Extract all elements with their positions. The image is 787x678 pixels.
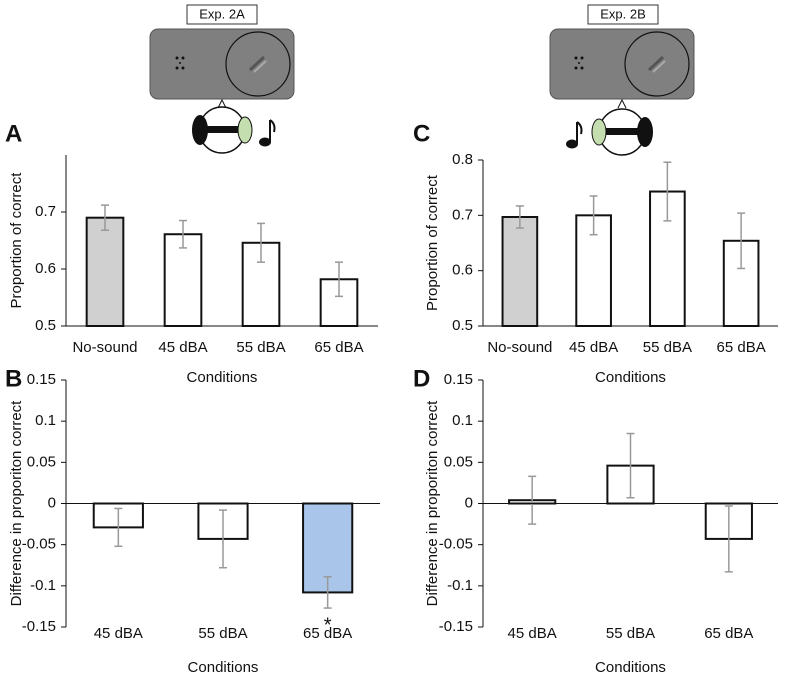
y-tick-label: 0.15 <box>444 371 473 388</box>
y-tick-label: 0 <box>465 494 473 511</box>
panel-label: A <box>5 120 22 147</box>
x-axis-label: Conditions <box>595 659 666 676</box>
y-tick-label: -0.15 <box>439 618 473 635</box>
y-tick-label: -0.1 <box>447 577 473 594</box>
experiment-label: Exp. 2A <box>199 6 245 21</box>
x-tick-label: 65 dBA <box>704 625 753 642</box>
x-tick-label: 65 dBA <box>717 339 766 356</box>
x-tick-label: No-sound <box>72 339 137 356</box>
y-tick-label: -0.05 <box>439 536 473 553</box>
x-tick-label: 45 dBA <box>508 625 557 642</box>
bar <box>163 233 203 327</box>
panel-label: C <box>413 120 430 147</box>
y-axis-label: Difference in proporiton correct <box>424 400 441 606</box>
x-tick-label: 65 dBA <box>303 625 352 642</box>
y-tick-label: 0 <box>48 494 56 511</box>
y-tick-label: 0.7 <box>35 203 56 220</box>
x-tick-label: 55 dBA <box>643 339 692 356</box>
x-tick-label: No-sound <box>487 339 552 356</box>
y-tick-label: -0.15 <box>22 618 56 635</box>
x-tick-label: 55 dBA <box>236 339 285 356</box>
y-tick-label: 0.1 <box>452 412 473 429</box>
x-tick-label: 45 dBA <box>94 625 143 642</box>
y-tick-label: -0.05 <box>22 536 56 553</box>
y-tick-label: -0.1 <box>30 577 56 594</box>
experiment-label: Exp. 2B <box>600 6 646 21</box>
x-tick-label: 55 dBA <box>606 625 655 642</box>
x-axis-label: Conditions <box>187 369 258 386</box>
panel-label: D <box>413 365 430 392</box>
y-tick-label: 0.05 <box>27 453 56 470</box>
x-tick-label: 55 dBA <box>198 625 247 642</box>
x-tick-label: 45 dBA <box>569 339 618 356</box>
bar <box>501 215 539 327</box>
x-tick-label: 65 dBA <box>314 339 363 356</box>
y-axis-label: Proportion of correct <box>424 174 441 311</box>
bar <box>85 216 125 327</box>
x-axis-label: Conditions <box>595 369 666 386</box>
y-axis-label: Difference in proporiton correct <box>8 400 25 606</box>
y-tick-label: 0.1 <box>35 412 56 429</box>
illustration-2a <box>149 4 295 154</box>
panel-label: B <box>5 365 22 392</box>
y-tick-label: 0.5 <box>452 317 473 334</box>
y-tick-label: 0.6 <box>35 260 56 277</box>
y-tick-label: 0.8 <box>452 151 473 168</box>
y-tick-label: 0.05 <box>444 453 473 470</box>
x-tick-label: 45 dBA <box>158 339 207 356</box>
y-axis-label: Proportion of correct <box>8 172 25 309</box>
y-tick-label: 0.15 <box>27 371 56 388</box>
y-tick-label: 0.5 <box>35 317 56 334</box>
annotation: * <box>324 614 332 636</box>
x-axis-label: Conditions <box>188 659 259 676</box>
y-tick-label: 0.7 <box>452 206 473 223</box>
y-tick-label: 0.6 <box>452 262 473 279</box>
illustration-2b <box>549 4 695 156</box>
